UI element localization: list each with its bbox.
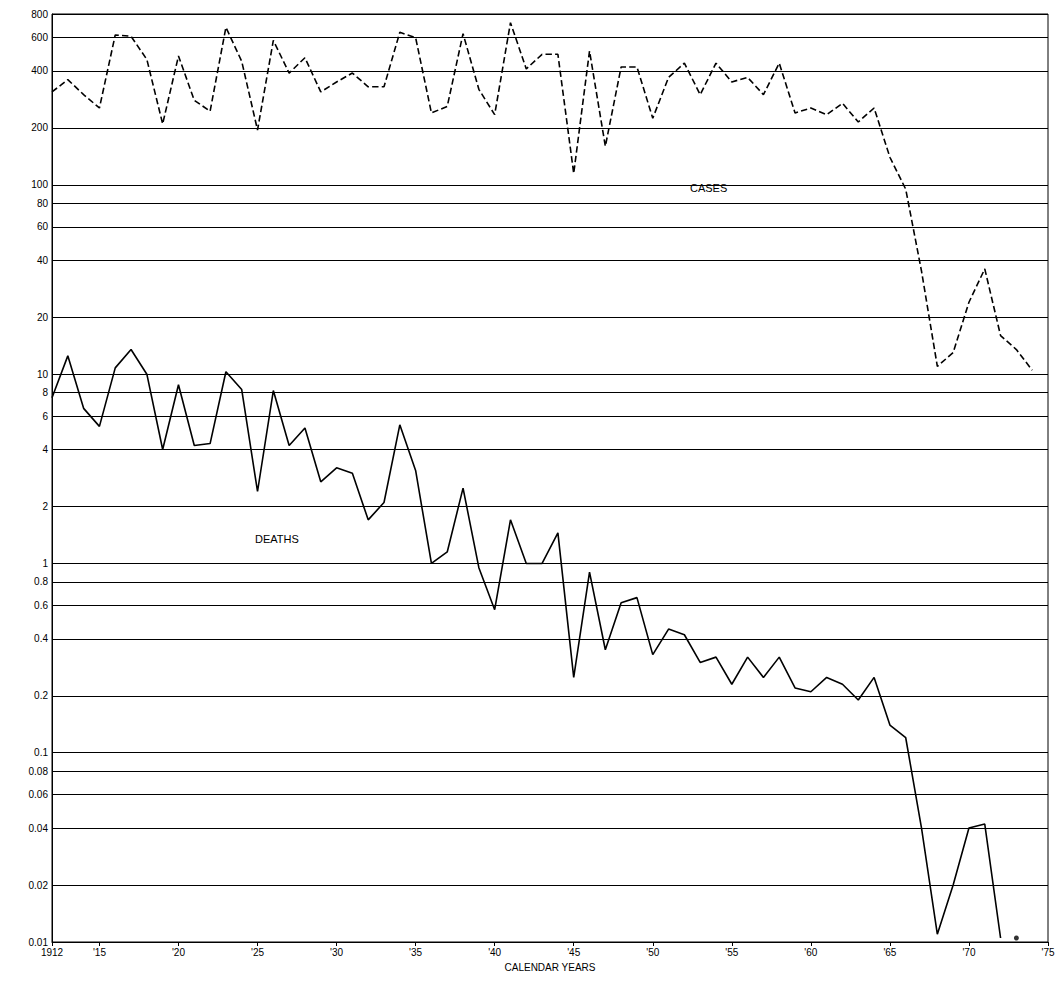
svg-text:8: 8 bbox=[42, 387, 48, 398]
svg-text:20: 20 bbox=[37, 312, 49, 323]
svg-text:0.2: 0.2 bbox=[34, 690, 48, 701]
svg-text:0.04: 0.04 bbox=[29, 823, 49, 834]
svg-text:'25: '25 bbox=[251, 947, 264, 958]
svg-text:'60: '60 bbox=[804, 947, 817, 958]
svg-text:80: 80 bbox=[37, 198, 49, 209]
svg-text:6: 6 bbox=[42, 411, 48, 422]
svg-text:200: 200 bbox=[31, 122, 48, 133]
svg-text:1: 1 bbox=[42, 558, 48, 569]
svg-text:4: 4 bbox=[42, 444, 48, 455]
svg-text:'75: '75 bbox=[1041, 947, 1054, 958]
svg-text:1912: 1912 bbox=[41, 947, 64, 958]
svg-text:'65: '65 bbox=[883, 947, 896, 958]
svg-text:0.02: 0.02 bbox=[29, 880, 49, 891]
svg-text:0.1: 0.1 bbox=[34, 747, 48, 758]
svg-text:0.8: 0.8 bbox=[34, 576, 48, 587]
svg-text:'55: '55 bbox=[725, 947, 738, 958]
svg-text:'45: '45 bbox=[567, 947, 580, 958]
svg-text:100: 100 bbox=[31, 179, 48, 190]
svg-text:0.08: 0.08 bbox=[29, 766, 49, 777]
svg-text:'40: '40 bbox=[488, 947, 501, 958]
svg-text:'50: '50 bbox=[646, 947, 659, 958]
svg-text:0.6: 0.6 bbox=[34, 600, 48, 611]
svg-text:'35: '35 bbox=[409, 947, 422, 958]
svg-text:CALENDAR YEARS: CALENDAR YEARS bbox=[505, 962, 596, 973]
svg-text:DEATHS: DEATHS bbox=[255, 533, 299, 545]
svg-text:10: 10 bbox=[37, 369, 49, 380]
svg-text:60: 60 bbox=[37, 221, 49, 232]
svg-text:'15: '15 bbox=[93, 947, 106, 958]
svg-text:'30: '30 bbox=[330, 947, 343, 958]
svg-text:'20: '20 bbox=[172, 947, 185, 958]
svg-text:400: 400 bbox=[31, 65, 48, 76]
svg-text:'70: '70 bbox=[962, 947, 975, 958]
svg-text:CASES: CASES bbox=[690, 182, 727, 194]
svg-text:800: 800 bbox=[31, 9, 48, 20]
svg-text:600: 600 bbox=[31, 32, 48, 43]
svg-text:0.4: 0.4 bbox=[34, 633, 48, 644]
svg-text:0.06: 0.06 bbox=[29, 789, 49, 800]
svg-text:0.01: 0.01 bbox=[29, 937, 49, 948]
svg-text:40: 40 bbox=[37, 255, 49, 266]
svg-text:2: 2 bbox=[42, 501, 48, 512]
